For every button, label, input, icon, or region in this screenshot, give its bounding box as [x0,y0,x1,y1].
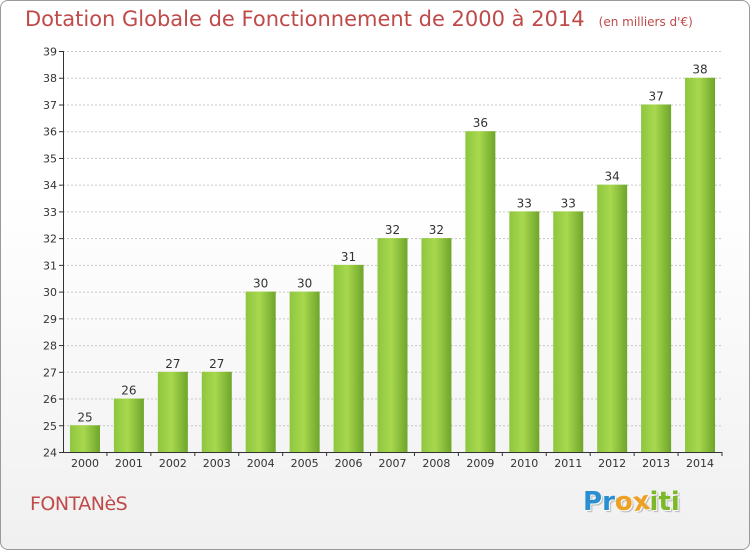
data-label: 31 [341,250,356,264]
bar-2006 [333,264,364,452]
y-tick-label: 35 [43,152,57,165]
logo-letter: x [630,485,652,519]
bar-2004 [245,291,276,452]
data-label: 38 [692,63,707,77]
bar-2011 [553,211,584,452]
proxiti-logo: Proxiti [583,485,680,519]
x-tick-label: 2014 [686,457,714,470]
logo-letter: i [649,487,659,517]
x-tick-label: 2007 [379,457,407,470]
x-tick-label: 2010 [510,457,538,470]
bar-2005 [289,291,320,452]
chart-title: Dotation Globale de Fonctionnement de 20… [25,7,585,31]
data-label: 36 [473,116,488,130]
data-label: 34 [605,170,620,184]
data-labels: 25 26 27 27 30 30 31 32 32 36 33 33 34 37 38 [77,63,707,425]
x-tick-label: 2001 [115,457,143,470]
logo-letter: r [602,487,615,517]
title-row: Dotation Globale de Fonctionnement de 20… [25,7,693,31]
y-tick-label: 29 [43,313,57,326]
commune-name: FONTANèS [30,493,128,515]
bar-2002 [157,371,188,452]
y-tick-label: 32 [43,233,57,246]
bar-2013 [641,104,672,452]
data-label: 33 [517,196,532,210]
data-label: 32 [385,223,400,237]
y-tick-label: 34 [43,179,57,192]
data-label: 27 [209,357,224,371]
x-tick-label: 2013 [642,457,670,470]
y-tick-label: 36 [43,126,57,139]
y-tick-label: 38 [43,72,57,85]
axes: 24 25 26 27 28 29 30 31 32 33 34 35 36 37 38 39 2000 2001… [43,46,723,470]
x-tick-label: 2006 [335,457,363,470]
y-tick-label: 25 [43,420,57,433]
bar-2003 [201,371,232,452]
data-label: 30 [297,277,312,291]
logo-letter: i [670,487,680,517]
logo-letter: t [658,487,671,517]
bar-2014 [685,77,716,452]
bar-2007 [377,238,408,452]
data-label: 30 [253,277,268,291]
data-label: 37 [648,89,663,103]
y-tick-label: 26 [43,393,57,406]
x-tick-label: 2004 [247,457,275,470]
logo-letter: o [614,487,633,517]
y-tick-label: 37 [43,99,57,112]
data-label: 25 [77,410,92,424]
bar-2000 [69,425,100,452]
x-tick-label: 2011 [554,457,582,470]
x-tick-label: 2000 [71,457,99,470]
bar-2012 [597,184,628,452]
chart-subtitle: (en milliers d'€) [598,15,693,29]
x-tick-label: 2005 [291,457,319,470]
y-tick-label: 27 [43,366,57,379]
x-tick-label: 2002 [159,457,187,470]
bar-2001 [113,398,144,452]
y-tick-label: 39 [43,46,57,59]
data-label: 26 [121,384,136,398]
x-tick-label: 2012 [598,457,626,470]
bar-2009 [465,131,496,452]
y-tick-label: 33 [43,206,57,219]
y-tick-label: 30 [43,286,57,299]
x-tick-label: 2003 [203,457,231,470]
bar-2008 [421,238,452,452]
x-tick-label: 2008 [422,457,450,470]
y-tick-label: 31 [43,259,57,272]
data-label: 32 [429,223,444,237]
bars [69,77,716,452]
logo-letter: P [583,487,603,517]
bar-2010 [509,211,540,452]
x-tick-label: 2009 [466,457,494,470]
y-tick-label: 28 [43,340,57,353]
data-label: 27 [165,357,180,371]
data-label: 33 [561,196,576,210]
y-tick-label: 24 [43,447,57,460]
